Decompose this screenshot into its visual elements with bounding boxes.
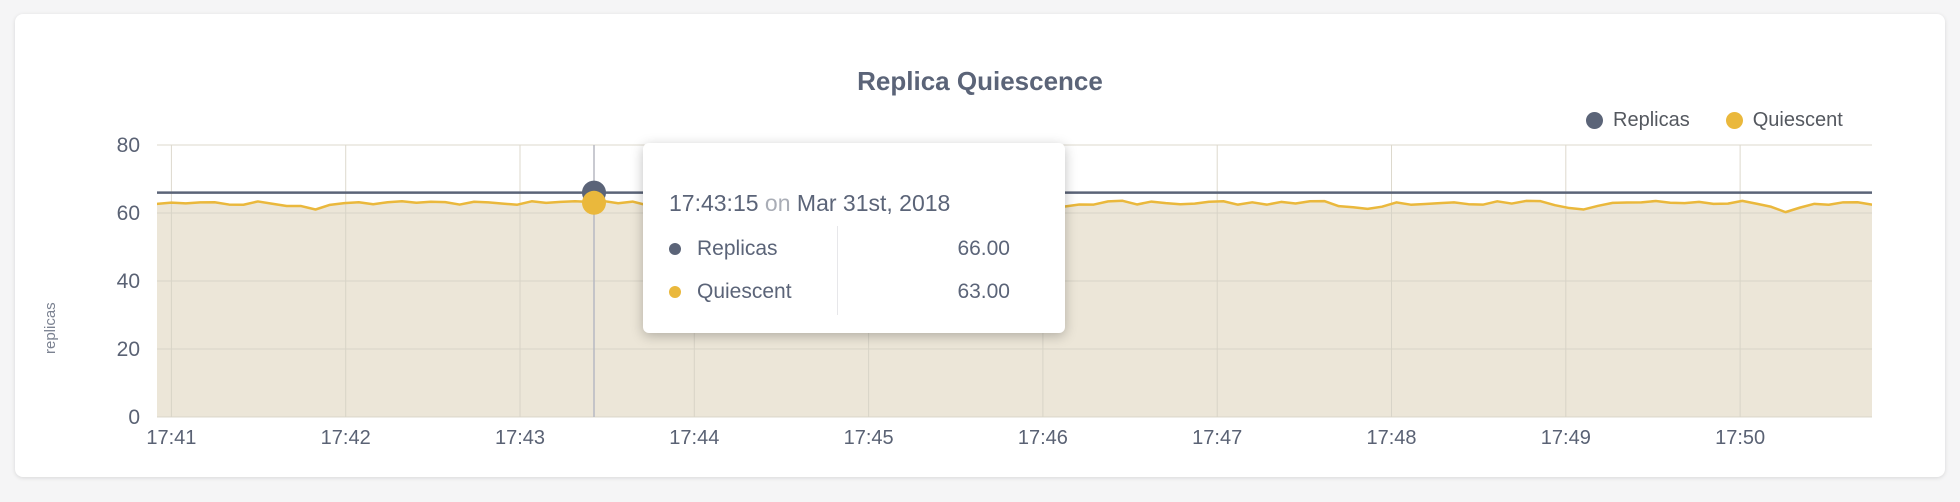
svg-text:20: 20 <box>117 338 140 361</box>
svg-text:17:44: 17:44 <box>669 427 719 449</box>
svg-text:17:45: 17:45 <box>844 427 894 449</box>
svg-text:0: 0 <box>128 406 140 429</box>
svg-text:17:47: 17:47 <box>1192 427 1242 449</box>
svg-text:80: 80 <box>117 134 140 157</box>
svg-text:17:42: 17:42 <box>321 427 371 449</box>
svg-text:17:46: 17:46 <box>1018 427 1068 449</box>
svg-text:17:50: 17:50 <box>1715 427 1765 449</box>
svg-text:17:48: 17:48 <box>1366 427 1416 449</box>
svg-text:40: 40 <box>117 270 140 293</box>
svg-text:17:43: 17:43 <box>495 427 545 449</box>
svg-text:17:49: 17:49 <box>1541 427 1591 449</box>
svg-text:60: 60 <box>117 202 140 225</box>
svg-text:17:41: 17:41 <box>146 427 196 449</box>
